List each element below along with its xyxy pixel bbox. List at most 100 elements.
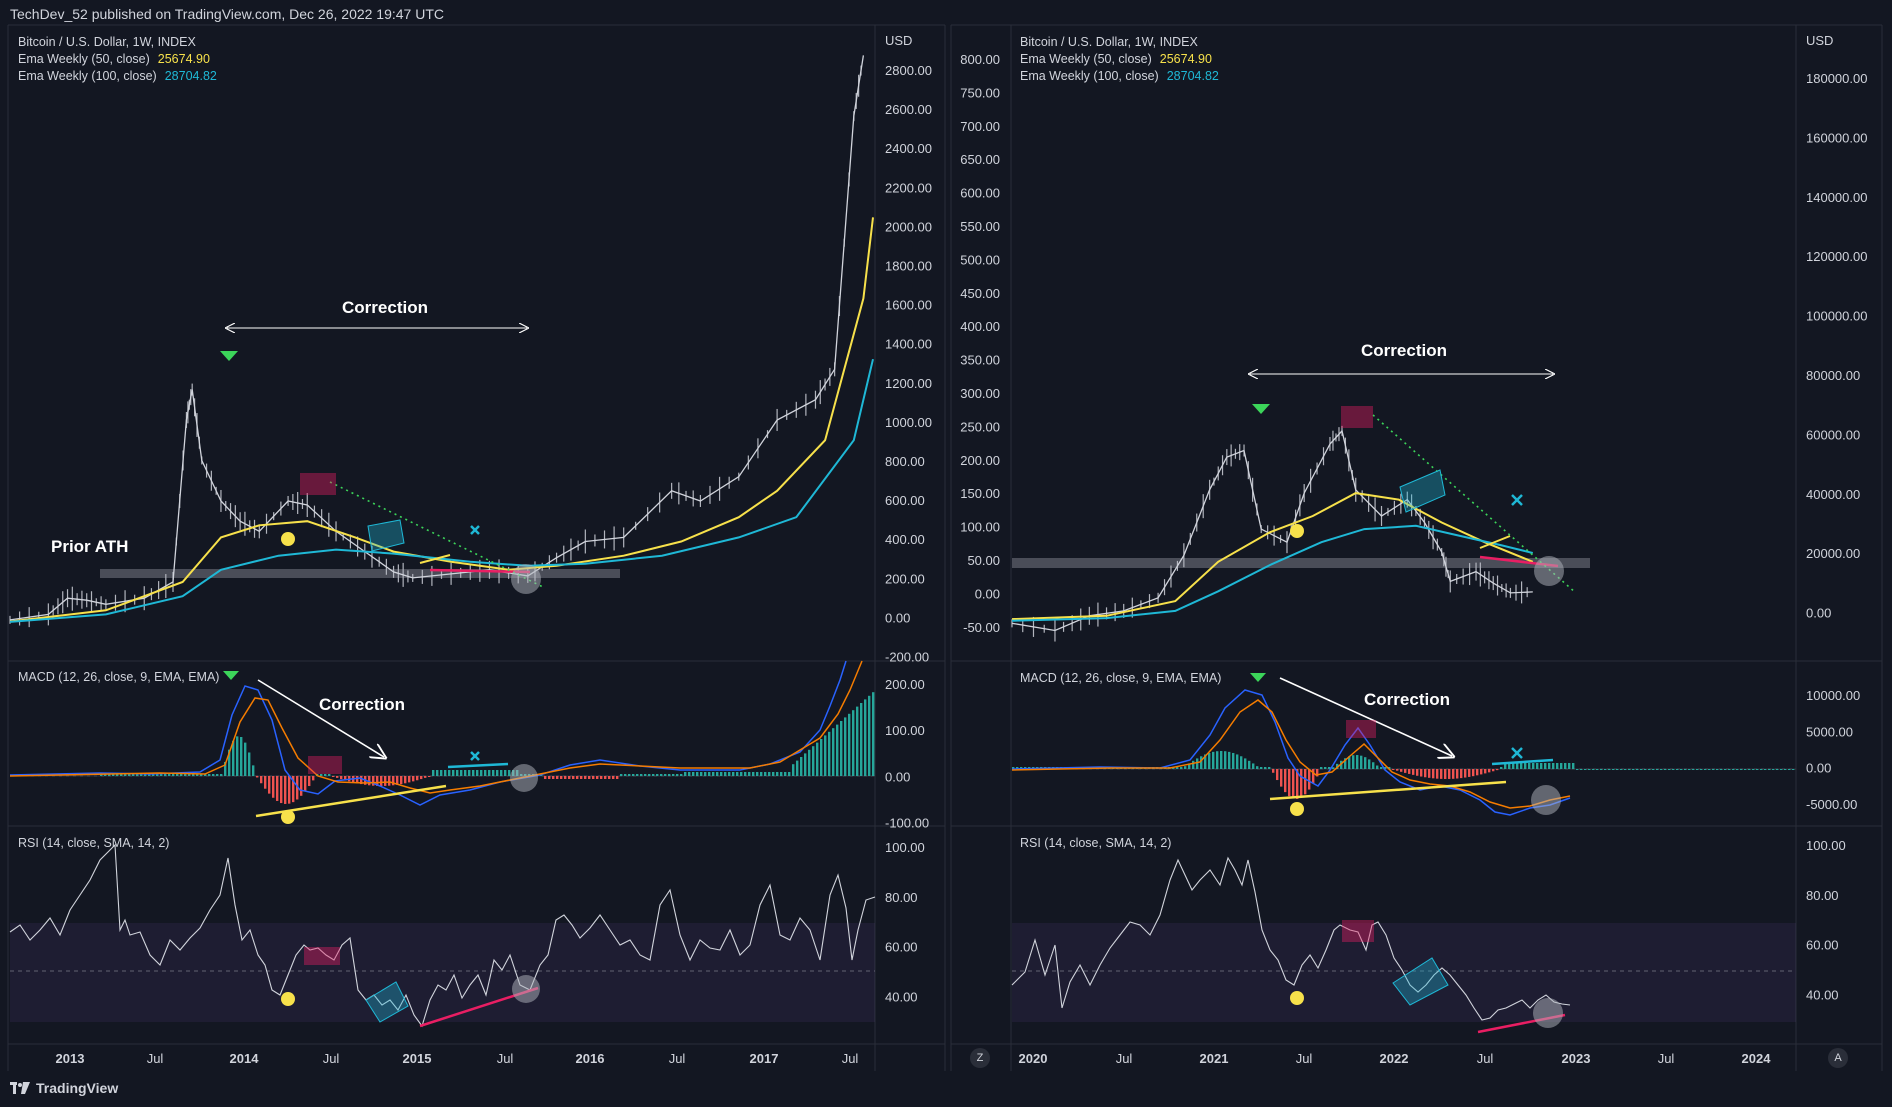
left-hist-bar	[844, 717, 847, 776]
publisher-header: TechDev_52 published on TradingView.com,…	[10, 6, 445, 22]
right-hist-bar	[1296, 769, 1299, 799]
right-hist-bar	[1256, 766, 1259, 769]
right-hist-bar	[1780, 769, 1783, 770]
left-hist-bar	[804, 753, 807, 776]
axis-ticks: 2800.00 2600.00 2400.00 2200.00 2000.00 1800.…	[56, 52, 1868, 1066]
left-hist-bar	[332, 776, 335, 777]
left-hist-bar	[488, 770, 491, 776]
right-hist-bar	[1648, 769, 1651, 770]
left-hist-bar	[492, 770, 495, 776]
right-hist-bar	[1660, 769, 1663, 770]
left-price-ytick: 200.00	[885, 571, 925, 586]
right-price-gray-circle	[1534, 556, 1564, 586]
left-hist-bar	[320, 774, 323, 776]
right-rsi-ytick: 40.00	[1806, 987, 1839, 1002]
right-price-ytick-left: 150.00	[960, 486, 1000, 501]
right-price-ytick-left: 250.00	[960, 419, 1000, 434]
left-xtick: 2013	[56, 1051, 85, 1066]
right-hist-bar	[1536, 763, 1539, 769]
left-hist-bar	[812, 746, 815, 776]
a-button[interactable]: A	[1828, 1048, 1848, 1068]
right-hist-bar	[1240, 756, 1243, 769]
tradingview-brand[interactable]: TradingView	[10, 1080, 118, 1096]
left-xtick: 2014	[230, 1051, 260, 1066]
right-hist-bar	[1572, 763, 1575, 769]
right-hist-bar	[1736, 769, 1739, 770]
right-xtick: 2024	[1742, 1051, 1772, 1066]
left-hist-bar	[368, 776, 371, 786]
left-hist-bar	[620, 774, 623, 776]
left-price-ytick: -200.00	[885, 650, 929, 665]
left-hist-bar	[140, 774, 143, 776]
left-hist-bar	[748, 772, 751, 776]
left-rsi-gray-circle	[512, 975, 540, 1003]
right-hist-bar	[1524, 763, 1527, 769]
left-rsi-ytick: 60.00	[885, 940, 918, 955]
left-hist-bar	[436, 770, 439, 776]
left-hist-bar	[656, 774, 659, 776]
right-hist-bar	[1020, 767, 1023, 769]
right-hist-bar	[1312, 769, 1315, 784]
left-hist-bar	[392, 776, 395, 786]
left-hist-bar	[564, 776, 567, 779]
left-hist-bar	[496, 770, 499, 776]
right-hist-bar	[1348, 756, 1351, 769]
left-hist-bar	[792, 764, 795, 776]
left-legend-ema100: Ema Weekly (100, close) 28704.82	[18, 69, 217, 83]
left-hist-bar	[768, 772, 771, 776]
right-hist-bar	[1560, 763, 1563, 769]
left-hist-bar	[240, 737, 243, 776]
left-hist-bar	[356, 776, 359, 784]
left-hist-bar	[868, 695, 871, 776]
left-hist-bar	[548, 776, 551, 779]
right-hist-bar	[1304, 769, 1307, 795]
left-hist-bar	[764, 772, 767, 776]
left-hist-bar	[408, 776, 411, 783]
left-price-x-mark	[470, 525, 480, 535]
left-legend-ema50: Ema Weekly (50, close) 25674.90	[18, 52, 210, 66]
left-hist-bar	[860, 703, 863, 776]
right-hist-bar	[1724, 769, 1727, 770]
right-hist-bar	[1620, 769, 1623, 770]
left-legend-title: Bitcoin / U.S. Dollar, 1W, INDEX	[18, 35, 196, 49]
left-hist-bar	[100, 774, 103, 776]
left-price-ytick: 1000.00	[885, 415, 932, 430]
right-hist-bar	[1280, 769, 1283, 787]
right-hist-bar	[1544, 763, 1547, 769]
left-hist-bar	[756, 772, 759, 776]
right-hist-bar	[1608, 769, 1611, 770]
right-price-ytick-left: 700.00	[960, 119, 1000, 134]
left-hist-bar	[468, 770, 471, 776]
left-ema100-line	[9, 358, 874, 623]
right-price-ytick: 160000.00	[1806, 130, 1867, 145]
right-hist-bar	[1432, 769, 1435, 779]
right-wedge-line	[1479, 535, 1511, 549]
right-hist-bar	[1764, 769, 1767, 770]
left-hist-bar	[832, 728, 835, 776]
right-price-ytick-left: 750.00	[960, 85, 1000, 100]
left-hist-bar	[588, 776, 591, 779]
left-hist-bar	[132, 774, 135, 776]
left-price-ytick: 1800.00	[885, 259, 932, 274]
right-hist-bar	[1592, 769, 1595, 770]
right-hist-bar	[1688, 769, 1691, 770]
left-hist-bar	[312, 776, 315, 781]
left-hist-bar	[380, 776, 383, 786]
left-hist-bar	[856, 706, 859, 776]
left-ema100-label: Ema Weekly (100, close)	[18, 69, 157, 83]
right-hist-bar	[1532, 763, 1535, 769]
left-ema50-line	[9, 217, 874, 623]
left-hist-bar	[740, 772, 743, 776]
left-hist-bar	[244, 742, 247, 776]
left-hist-bar	[504, 770, 507, 776]
right-hist-bar	[1756, 769, 1759, 770]
left-xtick: 2015	[403, 1051, 432, 1066]
right-xtick: 2021	[1200, 1051, 1229, 1066]
left-hist-bar	[476, 770, 479, 776]
left-macd-pink-box	[308, 756, 342, 774]
left-hist-bar	[264, 776, 267, 789]
right-hist-bar	[1564, 763, 1567, 769]
z-button[interactable]: Z	[970, 1048, 990, 1068]
left-hist-bar	[432, 770, 435, 776]
